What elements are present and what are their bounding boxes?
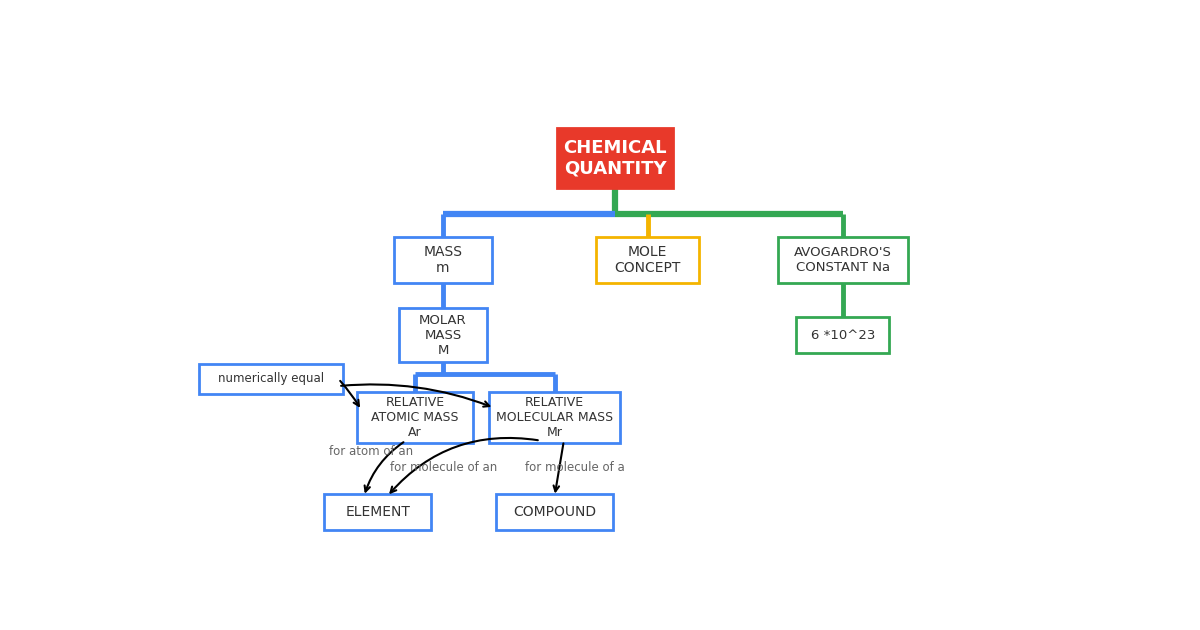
FancyBboxPatch shape <box>398 309 487 362</box>
FancyBboxPatch shape <box>778 237 908 283</box>
FancyBboxPatch shape <box>596 237 698 283</box>
Text: COMPOUND: COMPOUND <box>512 505 596 519</box>
Text: RELATIVE
MOLECULAR MASS
Mr: RELATIVE MOLECULAR MASS Mr <box>496 396 613 439</box>
Text: for molecule of a: for molecule of a <box>524 461 624 474</box>
FancyBboxPatch shape <box>199 364 343 394</box>
Text: for molecule of an: for molecule of an <box>390 461 497 474</box>
Text: CHEMICAL
QUANTITY: CHEMICAL QUANTITY <box>563 139 667 178</box>
FancyBboxPatch shape <box>394 237 492 283</box>
FancyBboxPatch shape <box>356 392 473 443</box>
Text: MOLAR
MASS
M: MOLAR MASS M <box>419 314 467 357</box>
Text: 6 *10^23: 6 *10^23 <box>811 329 875 341</box>
FancyBboxPatch shape <box>557 128 673 188</box>
Text: AVOGARDRO'S
CONSTANT Na: AVOGARDRO'S CONSTANT Na <box>794 246 892 274</box>
FancyBboxPatch shape <box>324 494 431 530</box>
Text: MASS
m: MASS m <box>424 245 462 275</box>
Text: MOLE
CONCEPT: MOLE CONCEPT <box>614 245 680 275</box>
Text: numerically equal: numerically equal <box>218 372 324 386</box>
Text: RELATIVE
ATOMIC MASS
Ar: RELATIVE ATOMIC MASS Ar <box>371 396 458 439</box>
Text: for atom of an: for atom of an <box>330 445 414 458</box>
FancyBboxPatch shape <box>797 317 889 353</box>
FancyBboxPatch shape <box>497 494 613 530</box>
Text: ELEMENT: ELEMENT <box>346 505 410 519</box>
FancyBboxPatch shape <box>490 392 619 443</box>
